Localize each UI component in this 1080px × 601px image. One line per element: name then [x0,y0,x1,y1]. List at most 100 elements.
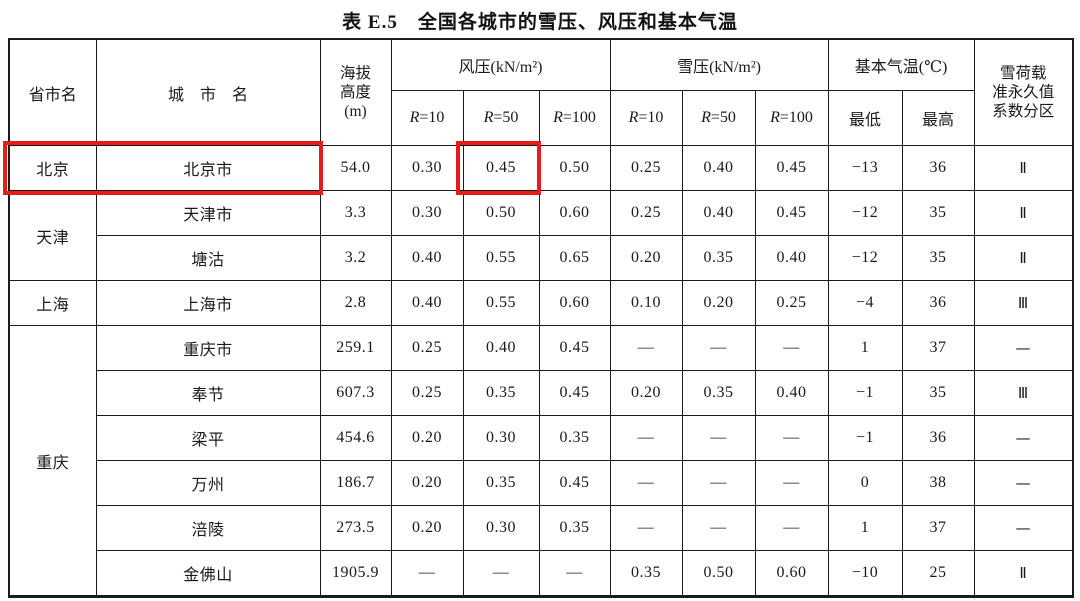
table-row: 金佛山 1905.9— — —0.35 0.50 0.60 −10 25 Ⅱ [9,550,1074,597]
wind-r100-cell: 0.45 [538,370,611,416]
altitude-cell: 273.5 [319,505,392,551]
snow-r100-cell: — [754,415,829,461]
city-cell: 上海市 [95,280,321,326]
city-cell: 金佛山 [95,550,321,597]
temp-max-cell: 25 [901,550,975,597]
temp-min-cell: −10 [827,550,903,597]
snow-r100-cell: 0.45 [754,190,829,236]
snow-r50-cell: 0.40 [681,190,756,236]
temp-max-cell: 36 [901,415,975,461]
temp-min-cell: −12 [827,235,903,281]
snow-r50-cell: 0.20 [681,280,756,326]
snow-r50-cell: — [681,505,756,551]
snow-zone-cell: — [973,325,1074,371]
temp-min-cell: −1 [827,415,903,461]
temp-min-cell: −1 [827,370,903,416]
wind-r50-cell: 0.35 [462,460,540,506]
temp-min-cell: −12 [827,190,903,236]
table-title: 表 E.5 全国各城市的雪压、风压和基本气温 [342,12,738,33]
wind-r10-cell: 0.20 [390,505,464,551]
temp-max-cell: 35 [901,370,975,416]
header-snow-zone-line3: 系数分区 [992,103,1055,120]
temp-min-cell: −13 [827,145,903,191]
snow-r50-cell: 0.35 [681,370,756,416]
snow-r10-cell: 0.10 [609,280,683,326]
header-snow-zone: 雪荷载 准永久值 系数分区 [973,38,1074,146]
wind-r50-cell: 0.45 [462,145,540,191]
snow-r100-cell: 0.40 [754,235,829,281]
header-temp-max: 最高 [901,90,975,146]
table-row: 涪陵 273.5 0.20 0.30 0.35— — —1 37— [9,505,1074,551]
snow-r10-cell: — [609,415,683,461]
snow-zone-cell: Ⅱ [973,190,1074,236]
snow-zone-cell: Ⅱ [973,235,1074,281]
snow-r10-cell: 0.20 [609,235,683,281]
snow-r10-cell: — [609,325,683,371]
snow-r100-cell: — [754,460,829,506]
province-cell: 北京 [8,145,97,191]
wind-r50-cell: 0.40 [462,325,540,371]
wind-r50-cell: 0.30 [462,505,540,551]
table-row: 重庆 重庆市 259.1 0.25 0.40 0.45— — —1 37— [8,325,1074,597]
altitude-cell: 1905.9 [319,550,392,597]
header-altitude: 海拔 高度 (m) [319,38,392,146]
city-cell: 重庆市 [95,325,321,371]
header-wind-group: 风压(kN/m²) [390,38,611,91]
wind-r100-cell: 0.35 [538,505,611,551]
wind-r100-cell: — [538,550,611,597]
temp-max-cell: 38 [901,460,975,506]
wind-r10-cell: 0.20 [390,460,464,506]
altitude-cell: 2.8 [319,280,392,326]
temp-max-cell: 37 [901,325,975,371]
snow-r10-cell: 0.20 [609,370,683,416]
snow-r100-cell: 0.45 [754,145,829,191]
wind-r50-cell: 0.55 [462,280,540,326]
wind-r100-cell: 0.60 [538,190,611,236]
city-cell: 奉节 [95,370,321,416]
header-altitude-line1: 海拔 [339,65,371,82]
header-snow-r50: R=50 [681,90,756,146]
table-row: 北京 北京市 54.0 0.30 0.45 0.50 0.25 0.40 0.45 −13 36 Ⅱ [8,145,1074,191]
snow-r10-cell: — [609,460,683,506]
snow-zone-cell: Ⅱ [973,550,1074,597]
wind-r100-cell: 0.50 [538,145,611,191]
temp-max-cell: 37 [901,505,975,551]
altitude-cell: 3.2 [319,235,392,281]
province-cell: 重庆 [8,325,97,597]
wind-r100-cell: 0.65 [538,235,611,281]
snow-r10-cell: — [609,505,683,551]
wind-r10-cell: 0.25 [390,370,464,416]
wind-r10-cell: 0.25 [390,325,464,371]
snow-zone-cell: Ⅲ [973,280,1074,326]
wind-r10-cell: 0.20 [390,415,464,461]
altitude-cell: 186.7 [319,460,392,506]
city-cell: 塘沽 [95,235,321,281]
snow-r100-cell: 0.25 [754,280,829,326]
altitude-cell: 607.3 [319,370,392,416]
snow-r10-cell: 0.35 [609,550,683,597]
wind-r10-cell: 0.40 [390,235,464,281]
header-snow-r100: R=100 [754,90,829,146]
altitude-cell: 54.0 [319,145,392,191]
snow-r100-cell: 0.60 [754,550,829,597]
header-snow-zone-line1: 雪荷载 [1000,65,1047,82]
altitude-cell: 3.3 [319,190,392,236]
table-row: 上海 上海市 2.8 0.40 0.55 0.60 0.10 0.20 0.25 −4 36 Ⅲ [8,280,1074,326]
city-cell: 北京市 [95,145,321,191]
snow-r10-cell: 0.25 [609,145,683,191]
snow-r10-cell: 0.25 [609,190,683,236]
temp-min-cell: 0 [827,460,903,506]
temp-max-cell: 35 [901,235,975,281]
wind-r50-cell: 0.50 [462,190,540,236]
snow-r100-cell: — [754,325,829,371]
temp-min-cell: −4 [827,280,903,326]
city-cell: 天津市 [95,190,321,236]
wind-r100-cell: 0.60 [538,280,611,326]
header-snow-zone-line2: 准永久值 [992,84,1055,101]
snow-r50-cell: 0.50 [681,550,756,597]
wind-r100-cell: 0.35 [538,415,611,461]
wind-r10-cell: 0.30 [390,190,464,236]
snow-r50-cell: — [681,460,756,506]
header-province: 省市名 [8,38,97,146]
